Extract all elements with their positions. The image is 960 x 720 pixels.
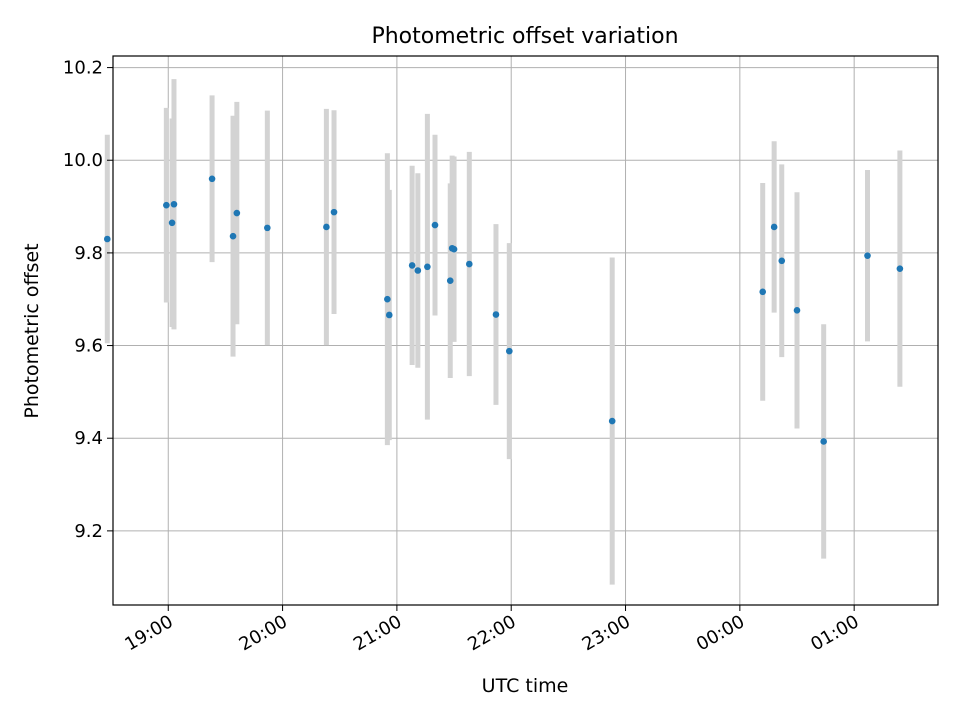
data-point xyxy=(465,260,473,268)
y-tick-label: 9.6 xyxy=(74,336,103,357)
data-point xyxy=(163,201,170,209)
y-tick-label: 9.8 xyxy=(74,243,103,264)
data-point xyxy=(170,200,178,208)
data-point xyxy=(233,209,241,217)
data-point xyxy=(770,223,778,231)
plot-area-frame xyxy=(112,55,939,606)
data-point xyxy=(208,175,216,183)
data-point xyxy=(864,252,871,259)
data-point xyxy=(424,263,431,271)
data-points xyxy=(103,175,904,445)
x-axis-label: UTC time xyxy=(482,675,569,697)
chart-title: Photometric offset variation xyxy=(371,24,678,49)
data-point xyxy=(385,311,393,319)
y-tick-label: 10.0 xyxy=(63,150,103,171)
data-point xyxy=(608,417,616,425)
y-tick-label: 10.2 xyxy=(63,58,103,79)
data-point xyxy=(896,265,904,272)
data-point xyxy=(264,224,271,232)
data-point xyxy=(820,438,827,445)
data-point xyxy=(506,347,513,355)
data-point xyxy=(408,262,416,269)
y-tick-label: 9.2 xyxy=(74,521,103,542)
data-point xyxy=(323,223,330,231)
data-point xyxy=(330,208,338,216)
y-axis-ticks: 9.2 9.4 9.6 9.8 10.0 10.2 xyxy=(63,58,113,542)
data-point xyxy=(103,235,111,243)
data-point xyxy=(229,232,237,240)
data-point xyxy=(384,295,391,303)
data-point xyxy=(414,267,422,274)
data-point xyxy=(759,288,767,296)
data-point xyxy=(431,221,439,229)
data-point xyxy=(168,219,176,227)
grid-lines xyxy=(113,56,938,605)
y-axis-label: Photometric offset xyxy=(21,243,43,418)
data-point xyxy=(446,277,454,284)
data-point xyxy=(492,311,500,318)
data-point xyxy=(778,257,786,265)
data-point xyxy=(793,307,801,314)
y-tick-label: 9.4 xyxy=(74,428,103,449)
data-point xyxy=(450,245,458,253)
